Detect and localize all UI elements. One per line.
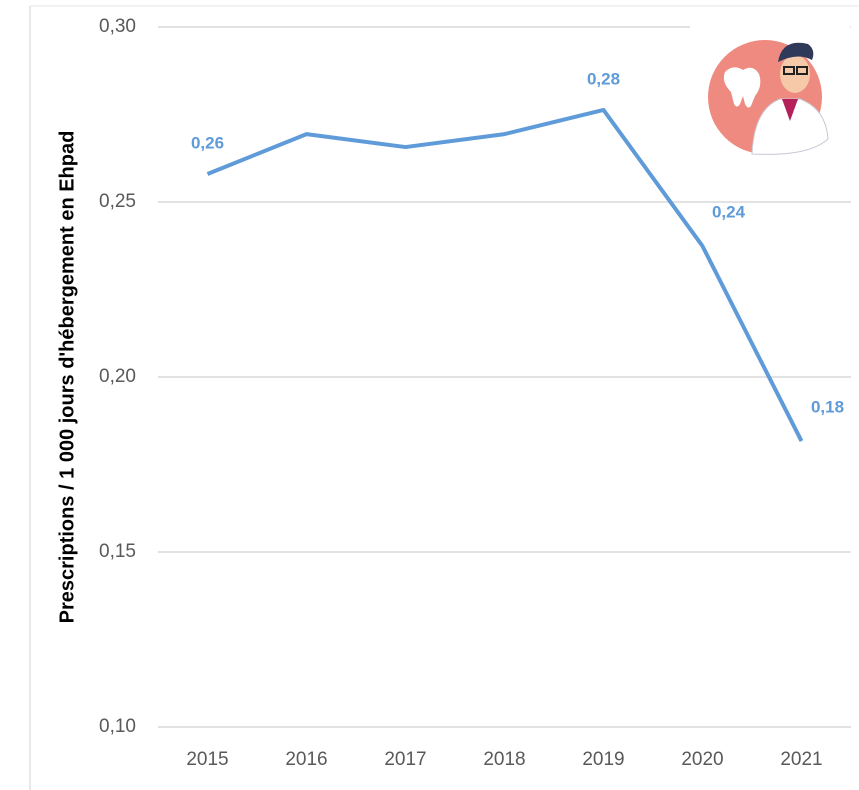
y-axis-title: Prescriptions / 1 000 jours d'hébergemen… [56,131,78,624]
x-tick-label: 2016 [285,749,327,770]
x-tick-label: 2020 [681,749,723,770]
x-tick-label: 2018 [483,749,525,770]
x-tick-label: 2015 [186,749,228,770]
chart: Prescriptions / 1 000 jours d'hébergemen… [0,0,859,790]
y-tick-label: 0,10 [99,716,136,737]
x-tick-label: 2017 [384,749,426,770]
x-tick-label: 2019 [582,749,624,770]
value-label: 0,24 [712,203,746,222]
y-tick-label: 0,15 [99,541,136,562]
value-label: 0,18 [811,398,844,417]
y-tick-label: 0,20 [99,366,136,387]
illustration [690,14,850,174]
y-tick-label: 0,25 [99,191,136,212]
value-label: 0,28 [587,69,620,88]
y-tick-label: 0,30 [99,16,136,37]
x-tick-label: 2021 [780,749,822,770]
value-label: 0,26 [191,133,224,152]
